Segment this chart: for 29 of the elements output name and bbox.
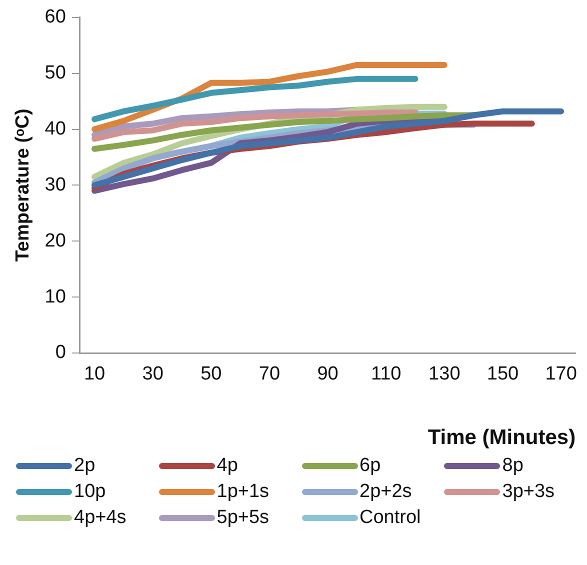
x-tick-label: 70	[258, 364, 280, 385]
x-tick-label: 50	[200, 364, 222, 385]
x-tick-label: 110	[370, 364, 402, 385]
legend-label: 6p	[360, 455, 381, 477]
y-tick-label: 50	[44, 62, 66, 84]
x-tick-label: 170	[545, 364, 577, 385]
legend-label: 4p	[216, 455, 238, 477]
y-tick-label: 30	[44, 174, 66, 196]
x-tick-label: 30	[142, 364, 164, 385]
x-tick-label: 10	[84, 364, 106, 385]
legend-label: 3p+3s	[502, 481, 555, 503]
legend-label: 8p	[502, 455, 524, 477]
x-tick-label: 90	[317, 364, 338, 385]
legend-label: 2p	[74, 455, 96, 477]
y-axis-title: Temperature (ᵒC)	[12, 108, 34, 262]
x-axis-title: Time (Minutes)	[428, 426, 576, 450]
legend-label: 1p+1s	[216, 481, 270, 503]
legend-label: 2p+2s	[360, 481, 412, 503]
legend-label: Control	[360, 507, 421, 529]
y-tick-label: 60	[44, 6, 66, 28]
y-tick-label: 0	[55, 342, 66, 364]
y-tick-label: 20	[44, 230, 66, 252]
x-tick-label: 150	[486, 364, 519, 385]
y-tick-label: 40	[44, 118, 66, 140]
legend-label: 5p+5s	[216, 507, 270, 529]
legend-label: 4p+4s	[74, 507, 126, 529]
legend-label: 10p	[74, 481, 106, 503]
y-tick-label: 10	[44, 286, 66, 308]
x-tick-label: 130	[428, 364, 460, 385]
